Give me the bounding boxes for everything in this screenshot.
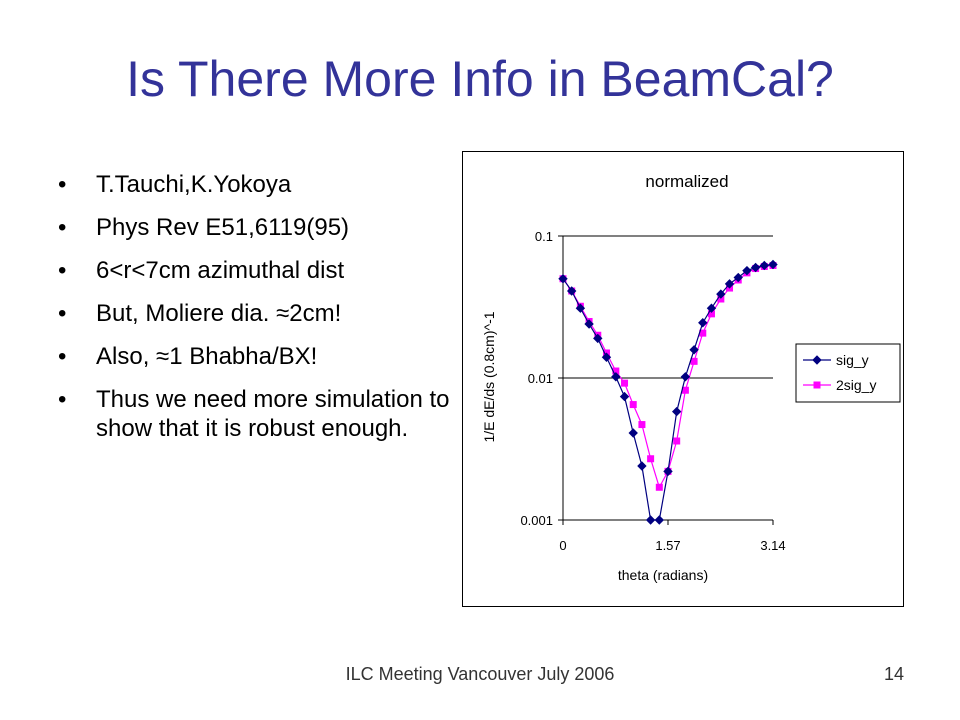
data-point-sig_y — [575, 303, 586, 313]
bullet-text: T.Tauchi,K.Yokoya — [96, 171, 292, 198]
bullet-item: • But, Moliere dia. ≈2cm! — [58, 299, 458, 328]
y-tick-label: 0.01 — [528, 371, 553, 386]
data-point-sig_y — [663, 466, 673, 477]
data-point-2sig_y — [655, 483, 663, 491]
bullet-text: But, Moliere dia. ≈2cm! — [96, 300, 342, 327]
bullet-marker: • — [58, 214, 67, 241]
data-point-2sig_y — [612, 367, 620, 375]
data-point-2sig_y — [681, 386, 689, 394]
bullet-marker: • — [58, 171, 67, 198]
series-line-sig_y — [562, 263, 774, 521]
bullet-marker: • — [58, 343, 67, 370]
bullet-marker: • — [58, 386, 67, 413]
data-point-sig_y — [671, 406, 682, 417]
data-point-sig_y — [759, 260, 770, 271]
bullet-item: • T.Tauchi,K.Yokoya — [58, 170, 458, 199]
data-point-2sig_y — [699, 329, 707, 337]
data-point-sig_y — [584, 319, 594, 329]
data-point-2sig_y — [717, 295, 725, 303]
data-point-sig_y — [698, 318, 708, 328]
data-point-sig_y — [742, 265, 752, 276]
data-point-sig_y — [558, 274, 568, 284]
data-point-sig_y — [706, 303, 717, 313]
bullet-text: Also, ≈1 Bhabha/BX! — [96, 343, 318, 370]
data-point-sig_y — [637, 461, 647, 471]
data-point-sig_y — [645, 515, 656, 525]
data-point-sig_y — [628, 428, 638, 438]
y-tick-label: 0.1 — [535, 229, 553, 244]
series-line-2sig_y — [562, 264, 774, 489]
x-tick-label: 1.57 — [655, 538, 680, 553]
data-point-sig_y — [689, 345, 699, 355]
x-axis-label: theta (radians) — [618, 567, 708, 583]
x-tick-label: 3.14 — [760, 538, 785, 553]
data-point-sig_y — [654, 515, 665, 525]
x-tick-label: 0 — [559, 538, 566, 553]
data-point-sig_y — [619, 391, 630, 402]
bullet-item: • Phys Rev E51,6119(95) — [58, 213, 458, 242]
bullet-item: • Also, ≈1 Bhabha/BX! — [58, 342, 458, 371]
bullet-marker: • — [58, 257, 67, 284]
chart-title: normalized — [645, 172, 728, 191]
data-point-sig_y — [716, 289, 726, 299]
page-number: 14 — [883, 664, 904, 684]
data-point-2sig_y — [621, 379, 629, 387]
data-point-sig_y — [611, 372, 621, 382]
legend-label: sig_y — [836, 352, 869, 368]
data-point-2sig_y — [673, 437, 681, 445]
data-point-sig_y — [768, 259, 778, 270]
data-point-sig_y — [680, 372, 691, 382]
data-point-2sig_y — [638, 421, 646, 429]
slide-title: Is There More Info in BeamCal? — [126, 51, 834, 107]
bullet-marker: • — [58, 300, 67, 327]
bullet-list: • T.Tauchi,K.Yokoya • Phys Rev E51,6119(95… — [58, 170, 458, 457]
chart-svg: normalized theta (radians) 1/E dE/ds (0.… — [481, 172, 901, 583]
legend-marker-2sig_y — [813, 381, 821, 389]
bullet-text: 6<r<7cm azimuthal dist — [96, 257, 345, 284]
data-point-sig_y — [733, 272, 743, 283]
footer-text: ILC Meeting Vancouver July 2006 — [345, 664, 615, 684]
legend-label: 2sig_y — [836, 377, 876, 393]
data-point-sig_y — [750, 262, 761, 273]
data-point-2sig_y — [690, 357, 698, 365]
bullet-item: • Thus we need more simulation to show th… — [58, 385, 458, 443]
legend-marker-sig_y — [812, 355, 822, 365]
bullet-text: Thus we need more simulation to show tha… — [96, 386, 450, 442]
data-point-2sig_y — [707, 310, 715, 318]
data-point-2sig_y — [647, 455, 655, 463]
chart-frame: normalized theta (radians) 1/E dE/ds (0.… — [462, 151, 904, 607]
legend-box — [795, 343, 901, 403]
data-point-sig_y — [566, 286, 577, 296]
bullet-item: • 6<r<7cm azimuthal dist — [58, 256, 458, 285]
data-point-sig_y — [601, 352, 612, 362]
data-point-sig_y — [593, 333, 603, 344]
y-tick-label: 0.001 — [520, 513, 553, 528]
y-axis-label: 1/E dE/ds (0.8cm)^-1 — [481, 311, 497, 442]
bullet-text: Phys Rev E51,6119(95) — [96, 214, 350, 241]
data-point-2sig_y — [629, 401, 637, 409]
data-point-sig_y — [724, 279, 735, 289]
